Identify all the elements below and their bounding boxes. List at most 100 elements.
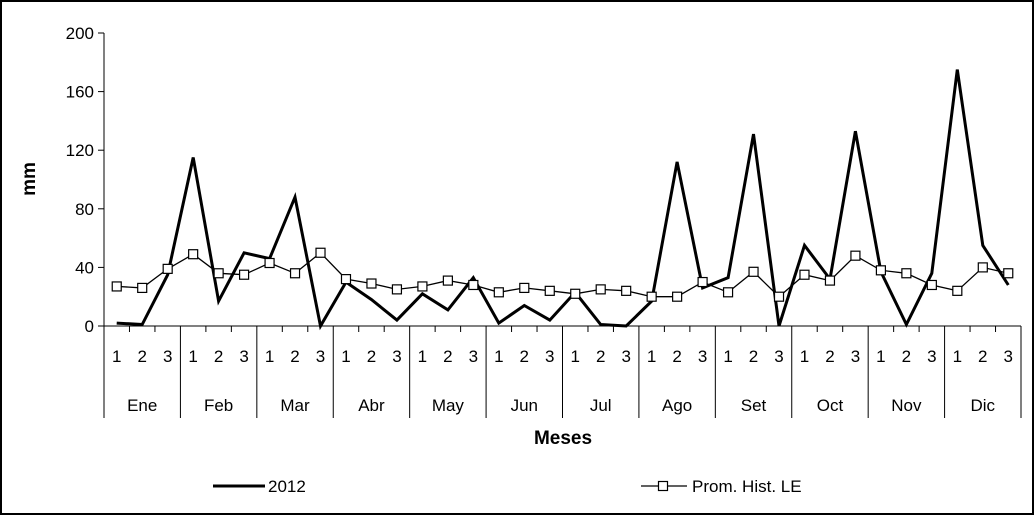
prom-hist-point: [519, 282, 530, 294]
decade-label: 2: [978, 347, 987, 366]
legend-label-prom-hist: Prom. Hist. LE: [692, 477, 802, 496]
y-tick-label: 120: [66, 141, 94, 160]
prom-hist-point: [213, 268, 224, 279]
decade-label: 2: [520, 347, 529, 366]
legend-marker-prom-hist: [657, 480, 669, 492]
prom-hist-point: [901, 268, 912, 279]
prom-hist-point: [875, 265, 887, 276]
series-prom-hist-line: [116, 251, 1009, 298]
x-axis-label: Meses: [534, 428, 592, 449]
decade-label: 3: [469, 347, 478, 366]
prom-hist-point: [952, 285, 963, 296]
decade-label: 1: [188, 347, 197, 366]
decade-label: 1: [647, 347, 656, 366]
prom-hist-point: [264, 257, 275, 269]
prom-hist-point: [697, 276, 708, 288]
prom-hist-point: [672, 291, 683, 302]
decade-label: 1: [494, 347, 503, 366]
prom-hist-point: [544, 285, 555, 296]
y-tick-label: 200: [66, 24, 94, 43]
decade-label: 3: [851, 347, 860, 366]
decade-label: 3: [163, 347, 172, 366]
decade-label: 1: [723, 347, 732, 366]
decade-label: 3: [392, 347, 401, 366]
prom-hist-point: [238, 269, 250, 280]
decade-label: 2: [672, 347, 681, 366]
prom-hist-point: [417, 281, 428, 292]
prom-hist-point: [188, 249, 199, 260]
prom-hist-point: [748, 266, 759, 277]
prom-hist-point: [315, 247, 326, 258]
prom-hist-point: [621, 285, 632, 296]
y-tick-label: 40: [75, 258, 94, 277]
prom-hist-point: [824, 275, 836, 286]
decade-label: 1: [571, 347, 580, 366]
decade-label: 2: [367, 347, 376, 366]
decade-label: 2: [214, 347, 223, 366]
decade-label: 3: [927, 347, 936, 366]
prom-hist-point: [366, 278, 377, 289]
legend: 2012 Prom. Hist. LE: [213, 477, 802, 496]
y-tick-label: 160: [66, 83, 94, 102]
prom-hist-point: [1003, 268, 1014, 279]
prom-hist-point: [162, 263, 173, 274]
prom-hist-point: [111, 281, 122, 292]
decade-label: 3: [774, 347, 783, 366]
prom-hist-point: [799, 269, 810, 280]
decade-label: 3: [621, 347, 630, 366]
axes: [103, 33, 1021, 327]
prom-hist-point: [137, 282, 148, 294]
prom-hist-point: [773, 291, 785, 302]
series-lines: [111, 69, 1014, 331]
decade-label: 2: [290, 347, 299, 366]
decade-label: 1: [876, 347, 885, 366]
prom-hist-point: [977, 262, 988, 273]
prom-hist-point: [646, 291, 657, 302]
y-tick-label: 80: [75, 200, 94, 219]
series-2012-line: [116, 69, 1010, 331]
month-label: Ago: [662, 396, 692, 415]
month-label: Nov: [891, 396, 922, 415]
prom-hist-point: [926, 279, 937, 291]
prom-hist-point: [289, 268, 301, 279]
decade-label: 1: [265, 347, 274, 366]
month-label: Jun: [511, 396, 538, 415]
prom-hist-point: [493, 287, 504, 298]
month-label: May: [432, 396, 465, 415]
prom-hist-point: [722, 287, 734, 298]
decade-label: 2: [902, 347, 911, 366]
month-label: Mar: [280, 396, 310, 415]
prom-hist-point: [391, 284, 403, 295]
month-label: Abr: [358, 396, 385, 415]
month-label: Oct: [817, 396, 844, 415]
month-label: Feb: [204, 396, 233, 415]
decade-label: 2: [443, 347, 452, 366]
decade-label: 1: [112, 347, 121, 366]
prom-hist-point: [442, 275, 453, 286]
decade-label: 1: [800, 347, 809, 366]
month-label: Dic: [971, 396, 996, 415]
y-axis-label: mm: [19, 162, 40, 196]
decade-label: 3: [545, 347, 554, 366]
decade-label: 1: [418, 347, 427, 366]
prom-hist-point: [850, 250, 861, 261]
decade-label: 1: [953, 347, 962, 366]
y-axis-ticks: 0 40 80 120 160 200: [66, 24, 104, 336]
month-label: Jul: [590, 396, 612, 415]
prom-hist-point: [595, 284, 606, 295]
month-label: Ene: [127, 396, 157, 415]
decade-label: 3: [1004, 347, 1013, 366]
decade-label: 3: [316, 347, 325, 366]
decade-label: 3: [698, 347, 707, 366]
decade-label: 2: [596, 347, 605, 366]
y-tick-label: 0: [85, 317, 94, 336]
prom-hist-point: [570, 288, 581, 299]
month-label: Set: [741, 396, 767, 415]
decade-label: 2: [825, 347, 834, 366]
prom-hist-point: [468, 279, 479, 291]
prom-hist-point: [340, 274, 352, 285]
decade-label: 2: [137, 347, 146, 366]
legend-label-2012: 2012: [268, 477, 306, 496]
